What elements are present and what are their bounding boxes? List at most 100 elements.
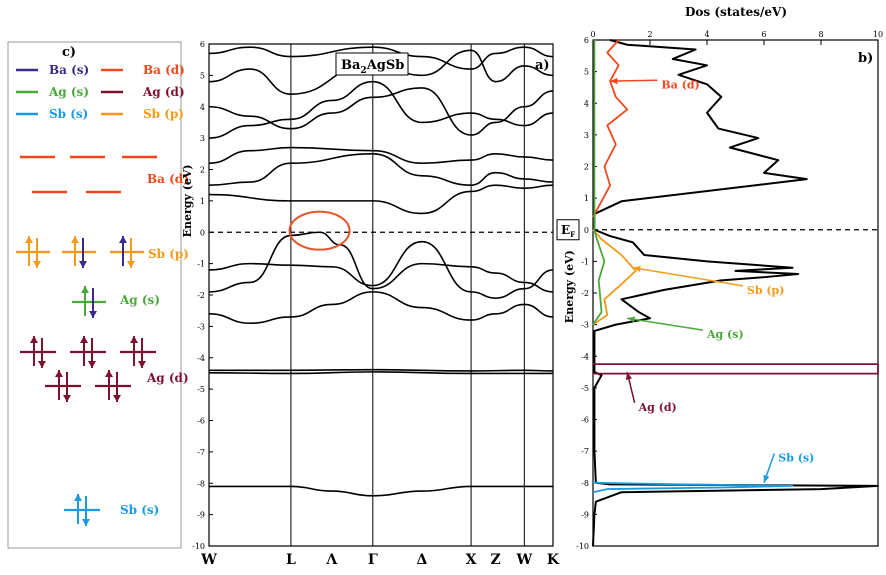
ag-d-level-label: Ag (d) bbox=[146, 371, 189, 385]
x-tick-label: 10 bbox=[873, 30, 883, 39]
sb-p-level-electron-head bbox=[25, 236, 33, 243]
sb-s-level-label: Sb (s) bbox=[120, 503, 159, 517]
legend-sb-p-label: Sb (p) bbox=[143, 107, 184, 121]
ag-s-level-electron-head bbox=[81, 286, 89, 293]
k-point-label: W bbox=[515, 552, 532, 568]
y-tick-label: -8 bbox=[197, 479, 205, 488]
dos-title: Dos (states/eV) bbox=[685, 5, 787, 19]
band-title-main: Ba bbox=[341, 58, 361, 73]
y-tick-label: 1 bbox=[200, 197, 205, 206]
y-tick-label: -2 bbox=[197, 291, 205, 300]
sb-p-level-electron-head bbox=[33, 261, 41, 268]
dos-panel: Dos (states/eV)0 2 4 6 8 10-10-9-8-7-6-5-4-3-… bbox=[556, 5, 883, 551]
x-tick-label: 4 bbox=[704, 30, 709, 39]
annotation-arrow-head bbox=[610, 77, 618, 85]
k-point-label: Δ bbox=[417, 552, 428, 568]
y-tick-label: 2 bbox=[200, 166, 205, 175]
y-tick-label: 5 bbox=[200, 71, 205, 80]
band-title-box bbox=[335, 52, 409, 76]
x-tick-label: 6 bbox=[761, 30, 766, 39]
dos-plot-frame bbox=[592, 39, 879, 547]
sb-p-level-label: Sb (p) bbox=[148, 247, 189, 261]
y-tick-label: -7 bbox=[581, 447, 589, 456]
y-tick-label: -4 bbox=[197, 354, 205, 363]
y-tick-label: 3 bbox=[584, 131, 589, 140]
dos-curve bbox=[592, 39, 879, 547]
k-point-label: X bbox=[466, 552, 477, 568]
ag-d-level-electron-head bbox=[130, 336, 138, 343]
band-line bbox=[208, 80, 554, 139]
sb-p-level-electron-head bbox=[127, 261, 135, 268]
y-tick-label: -6 bbox=[197, 417, 205, 426]
ag-d-level-electron-head bbox=[38, 361, 46, 368]
ag-s-level-electron-head bbox=[89, 311, 97, 318]
panel-c-legend: Ba (s) Ba (d) Ag (s) Ag (d) Sb (s) Sb (p… bbox=[16, 63, 185, 121]
ag-d-level-electron-head bbox=[138, 361, 146, 368]
k-point-label: Γ bbox=[368, 552, 378, 568]
k-point-label: W bbox=[200, 552, 217, 568]
sb-s-level-electron-head bbox=[82, 519, 90, 526]
band-line bbox=[208, 371, 553, 375]
y-tick-label: 3 bbox=[200, 134, 205, 143]
y-tick-label: 6 bbox=[200, 40, 205, 49]
y-tick-label: -2 bbox=[581, 289, 589, 298]
y-tick-label: -9 bbox=[197, 511, 205, 520]
ag-s-level-label: Ag (s) bbox=[119, 293, 160, 307]
vbm-highlight-circle bbox=[288, 210, 351, 251]
ag-s-energy-levels bbox=[72, 286, 106, 318]
y-tick-label: 2 bbox=[584, 163, 589, 172]
ag-d-level-electron-head bbox=[88, 361, 96, 368]
ba-d-energy-levels bbox=[20, 155, 157, 194]
band-line bbox=[208, 146, 554, 165]
dos-curve bbox=[592, 40, 606, 326]
sb-p-level-electron-head bbox=[71, 236, 79, 243]
ag-d-energy-levels bbox=[20, 336, 156, 402]
ag-d-level-electron-head bbox=[55, 370, 63, 377]
y-tick-label: 1 bbox=[584, 194, 589, 203]
y-tick-label: 0 bbox=[200, 228, 205, 237]
k-point-label: Λ bbox=[325, 552, 338, 568]
y-tick-label: -8 bbox=[581, 479, 589, 488]
annotation-label: Ba (d) bbox=[661, 78, 699, 91]
fermi-label-box bbox=[556, 219, 580, 241]
sb-p-energy-levels bbox=[16, 236, 144, 268]
annotation-arrow bbox=[632, 266, 744, 287]
y-tick-label: -10 bbox=[192, 542, 205, 551]
annotation-arrow-head bbox=[763, 474, 770, 483]
band-y-axis-label: Energy (eV) bbox=[181, 164, 194, 237]
fermi-label-main: E bbox=[561, 223, 570, 237]
y-tick-label: -3 bbox=[197, 322, 205, 331]
k-point-label: K bbox=[547, 552, 560, 568]
y-tick-label: 5 bbox=[584, 68, 589, 77]
sb-p-level-electron-head bbox=[79, 261, 87, 268]
band-line bbox=[208, 240, 554, 299]
y-tick-label: 6 bbox=[584, 36, 589, 45]
fermi-label-sub: F bbox=[570, 230, 575, 239]
band-line bbox=[208, 87, 554, 136]
band-line bbox=[208, 46, 554, 70]
y-tick-label: 4 bbox=[584, 99, 589, 108]
dos-curve bbox=[593, 363, 879, 375]
y-tick-label: -5 bbox=[581, 384, 589, 393]
y-tick-label: 4 bbox=[200, 103, 205, 112]
annotation-arrow-head bbox=[632, 265, 641, 272]
legend-sb-s-label: Sb (s) bbox=[49, 107, 88, 121]
panel-a-tag: a) bbox=[535, 58, 550, 73]
annotation-label: Ag (s) bbox=[706, 328, 744, 341]
annotation-arrow-head bbox=[625, 372, 632, 380]
x-tick-label: 8 bbox=[818, 30, 823, 39]
sb-s-energy-levels bbox=[64, 494, 100, 526]
band-title-sub: 2 bbox=[360, 66, 366, 76]
band-line bbox=[208, 231, 554, 293]
band-title: Ba2AgSb bbox=[341, 58, 404, 76]
y-tick-label: -5 bbox=[197, 385, 205, 394]
y-tick-label: -4 bbox=[581, 352, 589, 361]
y-tick-label: -7 bbox=[197, 448, 205, 457]
annotation-label: Ag (d) bbox=[638, 401, 677, 414]
legend-ag-d-label: Ag (d) bbox=[142, 85, 185, 99]
x-tick-label: 2 bbox=[647, 30, 652, 39]
ag-d-level-electron-head bbox=[113, 395, 121, 402]
